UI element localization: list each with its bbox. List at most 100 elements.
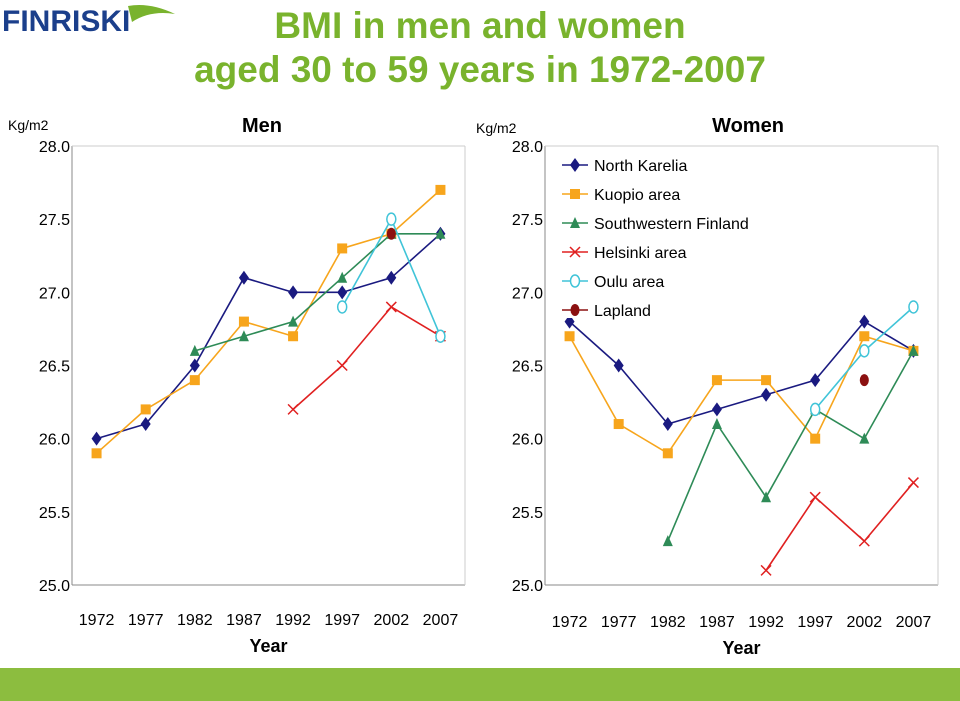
series-line-segment bbox=[814, 335, 866, 440]
data-point bbox=[386, 212, 397, 226]
data-point bbox=[91, 448, 102, 459]
series-line-segment bbox=[390, 306, 441, 337]
data-point bbox=[858, 535, 870, 547]
data-point bbox=[761, 387, 772, 402]
series-line-segment bbox=[292, 277, 343, 323]
data-point bbox=[761, 375, 772, 386]
series-line-segment bbox=[292, 248, 343, 337]
data-point bbox=[435, 227, 446, 239]
data-point bbox=[809, 491, 821, 503]
series-line-segment bbox=[194, 321, 245, 381]
data-point bbox=[385, 301, 397, 313]
y-tick-label: 26.0 bbox=[512, 432, 543, 449]
data-point bbox=[189, 358, 200, 373]
series-line-segment bbox=[814, 408, 865, 440]
logo-swoosh-icon bbox=[128, 5, 175, 22]
data-point bbox=[288, 285, 299, 300]
x-tick-label: 1992 bbox=[748, 614, 784, 631]
x-tick-label: 1972 bbox=[79, 612, 115, 629]
legend-background bbox=[556, 150, 694, 318]
title-line-1: BMI in men and women bbox=[274, 5, 686, 46]
y-tick-label: 27.0 bbox=[512, 285, 543, 302]
bottom-bar bbox=[0, 668, 960, 701]
legend-marker bbox=[569, 274, 581, 288]
series-line-segment bbox=[341, 233, 392, 279]
series-line-segment bbox=[243, 320, 294, 338]
legend-marker bbox=[570, 304, 580, 316]
page-title: BMI in men and women aged 30 to 59 years… bbox=[130, 4, 830, 92]
y-tick-label: 28.0 bbox=[512, 139, 543, 156]
series-line-segment bbox=[569, 321, 620, 367]
data-point bbox=[238, 270, 249, 285]
x-tick-label: 1982 bbox=[177, 612, 213, 629]
x-tick-label: 1987 bbox=[699, 614, 735, 631]
y-tick-label: 26.5 bbox=[39, 359, 70, 376]
x-tick-label: 2002 bbox=[847, 614, 883, 631]
legend-label: Lapland bbox=[594, 303, 651, 320]
x-tick-label: 1997 bbox=[797, 614, 833, 631]
series-line-segment bbox=[618, 364, 669, 425]
data-point bbox=[613, 358, 624, 373]
x-axis-title: Year bbox=[722, 638, 760, 658]
data-point bbox=[337, 243, 348, 254]
data-point bbox=[288, 315, 299, 327]
series-line-segment bbox=[765, 379, 816, 440]
series-line-segment bbox=[341, 276, 392, 294]
series-line-segment bbox=[716, 423, 767, 498]
men-panel: 25.0 25.5 26.0 26.5 27.0 27.5 28.0 1972 1977 1982… bbox=[8, 115, 466, 656]
y-tick-label: 25.0 bbox=[512, 578, 543, 595]
data-point bbox=[662, 448, 673, 459]
series-line-segment bbox=[716, 393, 767, 411]
x-tick-label: 1972 bbox=[552, 614, 588, 631]
data-point bbox=[662, 535, 673, 547]
data-point bbox=[810, 433, 821, 444]
legend-marker bbox=[570, 217, 580, 228]
series-line-segment bbox=[390, 233, 441, 279]
series-line-segment bbox=[145, 379, 196, 411]
title-line-2: aged 30 to 59 years in 1972-2007 bbox=[194, 49, 766, 90]
y-tick-label: 26.0 bbox=[39, 432, 70, 449]
series-north-karelia bbox=[564, 314, 919, 432]
y-tick-label: 25.5 bbox=[39, 505, 70, 522]
x-tick-label: 2002 bbox=[374, 612, 410, 629]
legend: North Karelia Kuopio area Southwestern Fin… bbox=[556, 150, 749, 320]
y-unit-label: Kg/m2 bbox=[8, 117, 49, 133]
data-point bbox=[435, 184, 446, 195]
women-panel: 25.0 25.5 26.0 26.5 27.0 27.5 28.0 1972 1977 1982… bbox=[476, 115, 939, 658]
x-tick-label: 1977 bbox=[128, 612, 164, 629]
data-point bbox=[859, 344, 870, 358]
series-line-segment bbox=[765, 379, 816, 396]
legend-label: Southwestern Finland bbox=[594, 216, 749, 233]
series-line-segment bbox=[814, 321, 865, 381]
data-point bbox=[711, 402, 722, 417]
data-point bbox=[238, 316, 249, 327]
x-tick-label: 1997 bbox=[324, 612, 360, 629]
series-helsinki-area bbox=[760, 477, 919, 576]
series-oulu-area bbox=[336, 212, 446, 343]
legend-label: Oulu area bbox=[594, 274, 664, 291]
series-line-segment bbox=[863, 350, 915, 440]
series-line-segment bbox=[568, 335, 620, 425]
data-point bbox=[91, 431, 102, 446]
x-axis-title: Year bbox=[249, 636, 287, 656]
data-point bbox=[711, 375, 722, 386]
series-line-segment bbox=[96, 408, 147, 454]
data-point bbox=[760, 564, 772, 576]
series-line-segment bbox=[341, 306, 392, 367]
data-point bbox=[859, 331, 870, 342]
legend-label: Kuopio area bbox=[594, 187, 680, 204]
series-line-segment bbox=[765, 409, 816, 498]
series-southwestern-finland bbox=[662, 344, 919, 547]
data-point bbox=[140, 417, 151, 432]
data-point bbox=[287, 403, 299, 415]
legend-marker bbox=[569, 246, 581, 258]
data-point bbox=[564, 331, 575, 342]
x-tick-label: 2007 bbox=[896, 614, 932, 631]
legend-label: North Karelia bbox=[594, 158, 687, 175]
data-point bbox=[564, 314, 575, 329]
data-point bbox=[337, 271, 348, 283]
data-point bbox=[613, 419, 624, 430]
data-point bbox=[859, 432, 870, 444]
x-tick-label: 1977 bbox=[601, 614, 637, 631]
